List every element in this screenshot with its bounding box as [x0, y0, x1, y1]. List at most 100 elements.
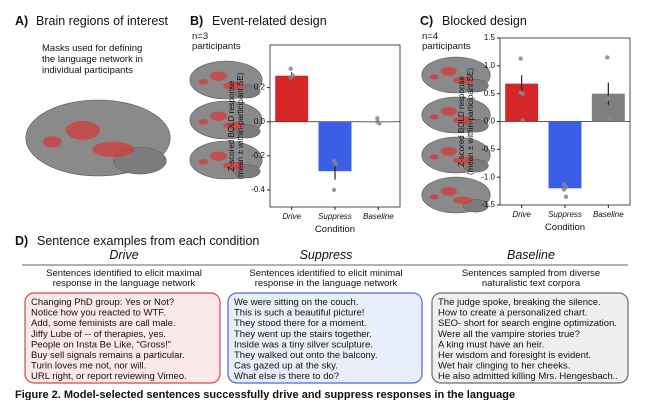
sentence: Add, some feminists are call male.	[31, 318, 176, 329]
language-region	[429, 154, 439, 160]
column-description: Sentences sampled from diverse	[462, 268, 600, 279]
y-tick-label: 0.0	[484, 117, 496, 126]
sentence: Jiffy Lube of -- of therapies, yes.	[31, 329, 166, 340]
column-name: Suppress	[300, 248, 353, 262]
sentence: How to create a personalized chart.	[438, 308, 587, 319]
sentence: This is such a beautiful picture!	[234, 308, 364, 319]
language-region	[223, 81, 245, 90]
participant-point	[288, 75, 293, 80]
sentence: They went up the stairs together.	[234, 329, 372, 340]
participant-point	[518, 90, 523, 95]
sentence: People on Insta Be Like, “Gross!”	[31, 339, 171, 350]
sentence: Wet hair clinging to her cheeks.	[438, 361, 570, 372]
caption: Figure 2. Model-selected sentences succe…	[15, 389, 515, 400]
y-axis-label-line: (mean ± within-participant SE)	[466, 68, 475, 175]
language-region	[223, 161, 245, 170]
column-description: Sentences identified to elicit minimal	[249, 268, 402, 279]
panel-label: A)	[15, 14, 28, 28]
y-axis-label: Z-scored BOLD response(mean ± within-par…	[457, 68, 475, 175]
sentence: URL right, or report reviewing Vimeo.	[31, 371, 187, 382]
sentence: Cas gazed up at the sky.	[234, 361, 338, 372]
participant-point	[518, 56, 523, 61]
x-tick-label: Drive	[282, 212, 301, 221]
sentence: They stood there for a moment.	[234, 318, 367, 329]
sentence-box	[227, 292, 423, 384]
y-tick-label: 0.0	[254, 117, 266, 126]
participant-point	[333, 162, 339, 167]
sentence: We were sitting on the couch.	[234, 297, 358, 308]
language-region	[453, 196, 474, 204]
language-region	[223, 121, 245, 130]
language-region	[198, 119, 208, 125]
panel-text: individual participants	[42, 65, 133, 76]
sentence: Inside was a tiny silver sculpture.	[234, 339, 373, 350]
y-tick-label: -1.0	[481, 172, 495, 181]
panel-title: Blocked design	[442, 14, 527, 28]
language-region	[92, 141, 135, 157]
participant-point	[605, 55, 610, 60]
y-tick-label: -0.4	[251, 185, 265, 194]
panel-title: Sentence examples from each condition	[37, 234, 259, 248]
language-region	[209, 151, 227, 161]
sentence: What else is there to do?	[234, 371, 339, 382]
y-axis-label-line: Z-scored BOLD response	[227, 80, 236, 171]
participant-point	[288, 66, 293, 72]
language-region	[429, 114, 439, 120]
participant-point	[375, 116, 380, 121]
panel-subtitle: participants	[422, 41, 471, 52]
column-description: naturalistic text corpora	[482, 278, 581, 289]
y-tick-label: 1.0	[484, 61, 496, 70]
panel-subtitle: n=4	[422, 31, 438, 42]
language-region	[453, 116, 474, 124]
brain-images	[25, 56, 491, 214]
sentence: Her wisdom and foresight is evident.	[438, 350, 591, 361]
x-tick-label: Drive	[512, 210, 531, 219]
panel-subtitle: participants	[192, 41, 241, 52]
sentence: He also admitted killing Mrs. Hengesbach…	[438, 371, 618, 382]
language-region	[440, 146, 457, 156]
sentence: Changing PhD group: Yes or Not?	[31, 297, 174, 308]
language-region	[198, 159, 208, 165]
panel-label: C)	[420, 14, 433, 28]
x-axis-label: Condition	[315, 224, 355, 235]
language-region	[429, 74, 439, 80]
sentence-box	[24, 292, 221, 384]
language-region	[42, 136, 62, 148]
participant-point	[607, 116, 612, 121]
language-region	[209, 71, 227, 81]
y-tick-label: 0.5	[484, 89, 496, 98]
x-tick-label: Baseline	[363, 212, 394, 221]
column-description: response in the language network	[255, 278, 398, 289]
column-description: response in the language network	[53, 278, 196, 289]
bar	[548, 121, 582, 189]
sentence: Buy sell signals remains a particular.	[31, 350, 185, 361]
column-name: Baseline	[507, 248, 555, 262]
participant-point	[520, 118, 525, 123]
language-region	[440, 66, 457, 76]
sentence: SEO- short for search engine optimizatio…	[438, 318, 617, 329]
x-tick-label: Suppress	[318, 212, 352, 221]
y-tick-label: 0.2	[254, 83, 266, 92]
column-description: Sentences identified to elicit maximal	[46, 268, 202, 279]
sentence: A king must have an heir.	[438, 339, 544, 350]
x-tick-label: Suppress	[548, 210, 582, 219]
column-name: Drive	[109, 248, 138, 262]
language-region	[65, 120, 100, 140]
bar	[275, 75, 309, 122]
language-region	[198, 79, 208, 85]
sentence: Were all the vampire stories true?	[438, 329, 580, 340]
y-tick-label: 1.5	[484, 33, 496, 42]
sentence: Notice how you reacted to WTF.	[31, 308, 166, 319]
participant-point	[331, 187, 337, 193]
panel-label: D)	[15, 234, 28, 248]
sentence: Turin loves me not, nor will.	[31, 361, 146, 372]
participant-point	[561, 187, 567, 192]
panel-title: Brain regions of interest	[36, 14, 169, 28]
y-tick-label: -0.2	[251, 151, 265, 160]
participant-point	[331, 158, 337, 164]
y-axis-label: Z-scored BOLD response(mean ± within-par…	[227, 72, 245, 179]
panel-label: B)	[190, 14, 203, 28]
language-region	[209, 111, 227, 121]
panel-text: Masks used for defining	[42, 43, 142, 54]
